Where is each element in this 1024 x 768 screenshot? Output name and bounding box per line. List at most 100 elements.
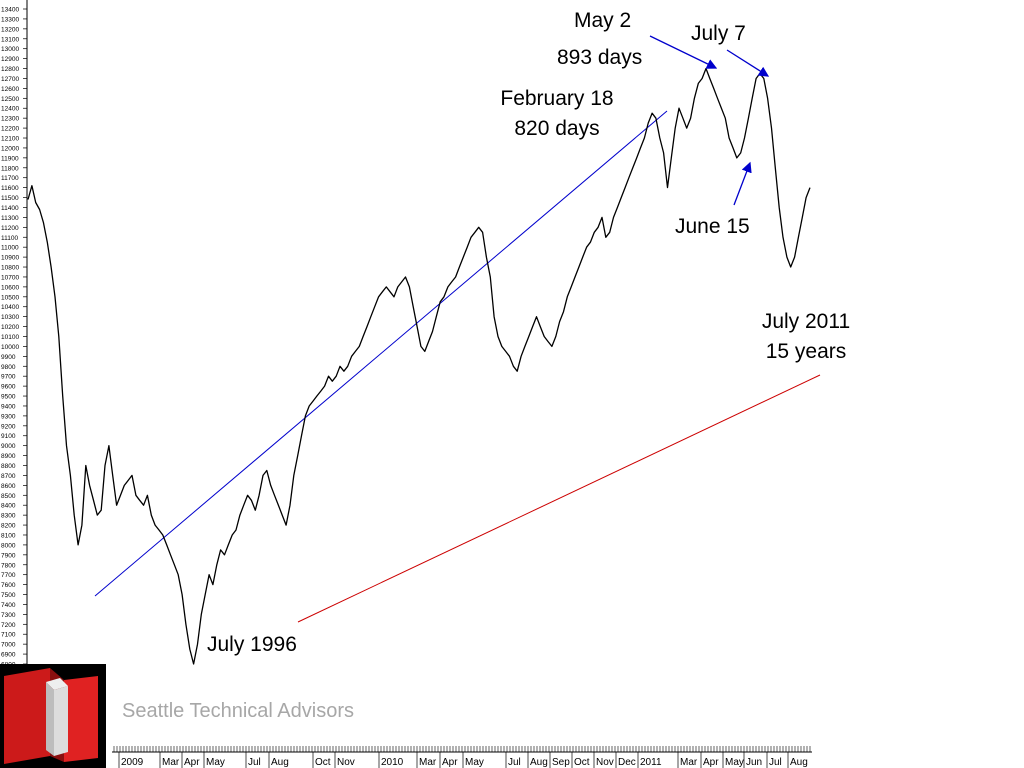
x-tick-label: Jul bbox=[508, 757, 521, 768]
x-tick-label: Mar bbox=[680, 757, 698, 768]
y-tick-label: 8000 bbox=[1, 542, 16, 549]
y-tick-label: 9100 bbox=[1, 433, 16, 440]
y-tick-label: 12100 bbox=[1, 136, 19, 143]
y-tick-label: 12700 bbox=[1, 76, 19, 83]
x-tick-label: 2011 bbox=[640, 757, 662, 768]
y-tick-label: 8800 bbox=[1, 463, 16, 470]
label-feb18: February 18 bbox=[500, 87, 614, 110]
label-feb18-days: 820 days bbox=[514, 117, 600, 140]
x-tick-label: Apr bbox=[184, 757, 200, 768]
y-tick-label: 13000 bbox=[1, 46, 19, 53]
y-tick-label: 12000 bbox=[1, 145, 19, 152]
x-tick-label: Oct bbox=[574, 757, 590, 768]
y-tick-label: 13200 bbox=[1, 26, 19, 33]
y-tick-label: 9900 bbox=[1, 354, 16, 361]
y-tick-label: 13300 bbox=[1, 16, 19, 23]
y-tick-label: 11200 bbox=[1, 225, 19, 232]
label-may2: May 2 bbox=[574, 9, 632, 32]
x-tick-label: Apr bbox=[442, 757, 458, 768]
y-tick-label: 11600 bbox=[1, 185, 19, 192]
label-may2-days: 893 days bbox=[557, 46, 643, 69]
x-tick-label: Jul bbox=[248, 757, 261, 768]
x-tick-label: Apr bbox=[703, 757, 719, 768]
label-july7: July 7 bbox=[691, 22, 746, 45]
x-tick-label: Nov bbox=[596, 757, 614, 768]
y-tick-label: 10500 bbox=[1, 294, 19, 301]
label-july2011: July 2011 bbox=[761, 310, 851, 333]
y-tick-label: 9800 bbox=[1, 364, 16, 371]
x-tick-label: Jun bbox=[746, 757, 762, 768]
x-tick-label: May bbox=[206, 757, 225, 768]
y-tick-label: 10900 bbox=[1, 255, 19, 262]
y-tick-label: 7800 bbox=[1, 562, 16, 569]
y-tick-label: 10700 bbox=[1, 274, 19, 281]
y-tick-label: 11000 bbox=[1, 245, 19, 252]
y-tick-label: 7300 bbox=[1, 612, 16, 619]
y-tick-label: 10600 bbox=[1, 284, 19, 291]
x-tick-label: Mar bbox=[162, 757, 180, 768]
y-tick-label: 9300 bbox=[1, 413, 16, 420]
x-tick-label: Aug bbox=[271, 757, 289, 768]
x-tick-label: Nov bbox=[337, 757, 355, 768]
y-tick-label: 11100 bbox=[1, 235, 18, 242]
y-tick-label: 7900 bbox=[1, 552, 16, 559]
y-tick-label: 9400 bbox=[1, 403, 16, 410]
y-tick-label: 7100 bbox=[1, 632, 16, 639]
y-tick-label: 11400 bbox=[1, 205, 19, 212]
x-tick-label: 2010 bbox=[381, 757, 404, 768]
y-tick-label: 12800 bbox=[1, 66, 19, 73]
y-tick-label: 9700 bbox=[1, 374, 16, 381]
y-tick-label: 7700 bbox=[1, 572, 16, 579]
y-tick-label: 8300 bbox=[1, 513, 16, 520]
y-tick-label: 10800 bbox=[1, 265, 19, 272]
y-tick-label: 8600 bbox=[1, 483, 16, 490]
company-name: Seattle Technical Advisors bbox=[122, 700, 354, 722]
y-tick-label: 8200 bbox=[1, 523, 16, 530]
arrow-june15 bbox=[733, 161, 752, 206]
y-tick-label: 7400 bbox=[1, 602, 16, 609]
x-tick-label: Jul bbox=[769, 757, 782, 768]
x-axis: 2009 Mar Apr May Jul Aug Oct Nov 2010 Mar Apr May Ju… bbox=[112, 746, 812, 768]
x-tick-label: Sep bbox=[552, 757, 570, 768]
x-tick-label: May bbox=[725, 757, 744, 768]
y-tick-label: 7600 bbox=[1, 582, 16, 589]
y-tick-label: 12500 bbox=[1, 96, 19, 103]
y-tick-label: 11500 bbox=[1, 195, 19, 202]
y-tick-label: 9500 bbox=[1, 394, 16, 401]
x-tick-label: Aug bbox=[530, 757, 548, 768]
y-tick-label: 7200 bbox=[1, 622, 16, 629]
y-tick-label: 7500 bbox=[1, 592, 16, 599]
x-tick-label: Dec bbox=[618, 757, 636, 768]
y-tick-label: 12900 bbox=[1, 56, 19, 63]
y-tick-label: 12400 bbox=[1, 106, 19, 113]
label-july1996: July 1996 bbox=[207, 633, 297, 656]
y-tick-label: 12600 bbox=[1, 86, 19, 93]
x-tick-label: 2009 bbox=[121, 757, 144, 768]
company-logo-icon bbox=[0, 664, 106, 768]
y-tick-label: 8500 bbox=[1, 493, 16, 500]
y-axis: 6800690070007100720073007400750076007700… bbox=[1, 0, 28, 669]
trendline-red bbox=[297, 374, 821, 623]
y-tick-label: 10000 bbox=[1, 344, 19, 351]
y-tick-label: 8400 bbox=[1, 503, 16, 510]
x-tick-label: May bbox=[465, 757, 484, 768]
arrow-may2 bbox=[649, 35, 718, 69]
y-tick-label: 11300 bbox=[1, 215, 19, 222]
y-tick-label: 12300 bbox=[1, 116, 19, 123]
y-tick-label: 9000 bbox=[1, 443, 16, 450]
y-tick-label: 7000 bbox=[1, 642, 16, 649]
price-series-line bbox=[27, 67, 811, 665]
trendline-blue bbox=[94, 110, 668, 597]
y-tick-label: 11800 bbox=[1, 165, 19, 172]
label-july2011-years: 15 years bbox=[765, 340, 847, 363]
label-june15: June 15 bbox=[675, 215, 750, 238]
y-tick-label: 8100 bbox=[1, 532, 16, 539]
arrow-july7 bbox=[726, 49, 770, 77]
y-tick-label: 10300 bbox=[1, 314, 19, 321]
y-tick-label: 13100 bbox=[1, 36, 19, 43]
y-tick-label: 12200 bbox=[1, 126, 19, 133]
x-tick-label: Aug bbox=[790, 757, 808, 768]
y-tick-label: 13400 bbox=[1, 7, 19, 14]
y-tick-label: 9600 bbox=[1, 384, 16, 391]
y-tick-label: 6900 bbox=[1, 652, 16, 659]
